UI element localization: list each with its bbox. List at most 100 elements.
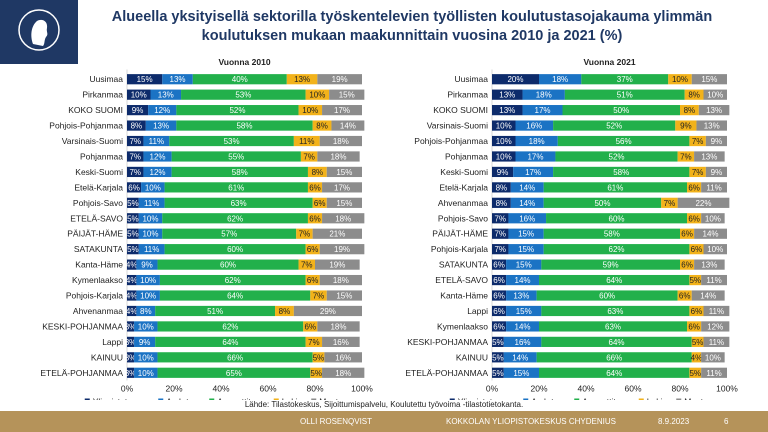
bar-lukio-kainuu [691,352,702,363]
data-label-yliopistotaso-kanta-hame: 4% [126,261,138,270]
category-label-pirkanmaa: Pirkanmaa [447,90,488,100]
data-label-yliopistotaso-pohjanmaa: 10% [496,152,512,161]
data-label-yliopistotaso-keski-pohjanmaa: 5% [492,338,504,347]
data-label-amk-taso-kanta-hame: 9% [141,261,153,270]
bar-yliopistotaso-etela-savo [492,274,507,286]
bar-lukio-keski-pohjanmaa [303,321,318,332]
category-label-uusimaa: Uusimaa [454,74,488,84]
data-label-yliopistotaso-pohjois-pohjanmaa: 8% [131,122,143,131]
legend-item-ammattitaso: Ammattitaso [209,397,265,400]
category-label-pohjois-savo: Pohjois-Savo [73,198,123,208]
bar-yliopistotaso-varsinais-suomi [127,135,144,147]
data-label-yliopistotaso-kainuu: 5% [492,353,504,362]
bar-muut-kymenlaakso [319,274,362,286]
bar-amk-taso-pohjois-savo [138,197,165,208]
data-label-muut-lappi: 11% [709,307,724,316]
bar-muut-etela-savo [701,274,727,286]
bar-ammattitaso-satakunta [541,259,680,270]
bar-lukio-pirkanmaa [305,89,330,100]
data-label-amk-taso-pohjois-karjala: 15% [518,245,534,254]
data-label-lukio-kainuu: 4% [691,353,703,362]
bar-amk-taso-keski-pohjanmaa [503,336,542,347]
bar-ammattitaso-kanta-hame [157,259,299,270]
bar-amk-taso-pirkanmaa [150,89,182,100]
bar-lukio-varsinais-suomi [293,135,320,147]
data-label-muut-keski-suomi: 15% [336,168,352,177]
data-label-muut-etela-savo: 18% [335,214,351,223]
category-label-kymenlaakso: Kymenlaakso [437,321,488,331]
data-label-amk-taso-varsinais-suomi: 11% [149,137,164,146]
data-label-yliopistotaso-etela-savo: 6% [493,276,505,285]
data-label-lukio-etela-pohjanmaa: 5% [689,369,701,378]
legend-swatch [158,398,164,400]
data-label-amk-taso-keski-suomi: 12% [150,168,166,177]
bar-yliopistotaso-lappi [492,305,507,317]
bar-yliopistotaso-kainuu [492,352,504,363]
legend-label: Lukio [282,397,303,401]
data-label-yliopistotaso-etela-pohjanmaa: 3% [125,369,137,378]
data-label-ammattitaso-satakunta: 60% [227,245,243,254]
data-label-yliopistotaso-pohjois-savo: 5% [127,199,139,208]
data-label-lukio-uusimaa: 10% [672,75,688,84]
bar-muut-keski-pohjanmaa [317,321,360,332]
bar-lukio-lappi [305,336,323,347]
bar-muut-pohjois-pohjanmaa [705,135,727,147]
data-label-muut-keski-suomi: 9% [711,168,723,177]
bar-yliopistotaso-kainuu [127,352,135,363]
bar-muut-uusimaa [317,74,362,85]
bar-yliopistotaso-lappi [127,336,135,347]
data-label-amk-taso-koko-suomi: 12% [154,106,170,115]
data-label-ammattitaso-kainuu: 66% [606,353,622,362]
data-label-muut-varsinais-suomi: 13% [704,122,720,131]
bar-lukio-keski-pohjanmaa [691,336,704,347]
legend-item-yliopistotaso: Yliopistotaso [449,397,506,400]
x-tick-label: 80% [671,384,688,394]
bar-lukio-varsinais-suomi [675,120,697,131]
data-label-amk-taso-kymenlaakso: 10% [140,276,156,285]
data-label-lukio-etela-savo: 5% [689,276,701,285]
data-label-ammattitaso-keski-pohjanmaa: 64% [609,338,625,347]
data-label-ammattitaso-koko-suomi: 50% [613,106,629,115]
x-tick-label: 60% [624,384,641,394]
data-label-amk-taso-pohjois-pohjanmaa: 18% [529,137,545,146]
bar-yliopistotaso-uusimaa [492,74,539,85]
data-label-amk-taso-keski-pohjanmaa: 10% [138,322,154,331]
charts-area: Vuonna 2010 Uusimaa 15% 13% 40% 13% 19% Pirkanm… [40,57,738,401]
bar-yliopistotaso-pirkanmaa [127,89,151,100]
bar-amk-taso-satakunta [138,244,165,255]
data-label-muut-pohjanmaa: 13% [701,152,717,161]
data-label-lukio-keski-pohjanmaa: 5% [692,338,704,347]
data-label-ammattitaso-keski-suomi: 58% [232,168,248,177]
data-label-amk-taso-etela-karjala: 10% [145,183,161,192]
data-label-ammattitaso-kainuu: 66% [227,353,243,362]
bar-yliopistotaso-etela-karjala [492,182,511,193]
category-label-varsinais-suomi: Varsinais-Suomi [427,121,488,131]
bar-muut-pohjanmaa [317,151,360,162]
bar-muut-etela-pohjanmaa [322,367,365,378]
data-label-ammattitaso-pohjanmaa: 52% [609,152,625,161]
data-label-amk-taso-kainuu: 14% [512,353,528,362]
data-label-muut-pohjois-savo: 10% [705,214,721,223]
bar-amk-taso-paijat-hame [508,228,544,239]
data-label-muut-kymenlaakso: 18% [333,276,349,285]
data-label-ammattitaso-pohjanmaa: 55% [228,152,244,161]
bar-yliopistotaso-kymenlaakso [492,321,507,332]
data-label-ammattitaso-pirkanmaa: 51% [617,91,633,100]
bar-yliopistotaso-pohjanmaa [492,151,516,162]
bar-lukio-pohjanmaa [300,151,318,162]
data-label-ammattitaso-etela-karjala: 61% [228,183,244,192]
category-label-lappi: Lappi [102,337,123,347]
data-label-muut-pohjois-pohjanmaa: 14% [340,122,356,131]
data-label-amk-taso-etela-pohjanmaa: 10% [138,369,154,378]
data-label-amk-taso-keski-pohjanmaa: 16% [515,338,531,347]
bar-yliopistotaso-pohjois-karjala [127,290,137,301]
data-label-muut-kainuu: 10% [705,353,721,362]
data-label-lukio-kymenlaakso: 6% [307,276,319,285]
data-label-lukio-kymenlaakso: 6% [688,322,700,331]
data-label-lukio-pohjanmaa: 7% [303,152,315,161]
category-label-keski-pohjanmaa: KESKI-POHJANMAA [407,337,488,347]
bar-lukio-kainuu [312,352,325,363]
data-label-ammattitaso-pohjois-savo: 63% [231,199,247,208]
data-label-muut-koko-suomi: 17% [334,106,350,115]
bar-yliopistotaso-satakunta [127,244,139,255]
